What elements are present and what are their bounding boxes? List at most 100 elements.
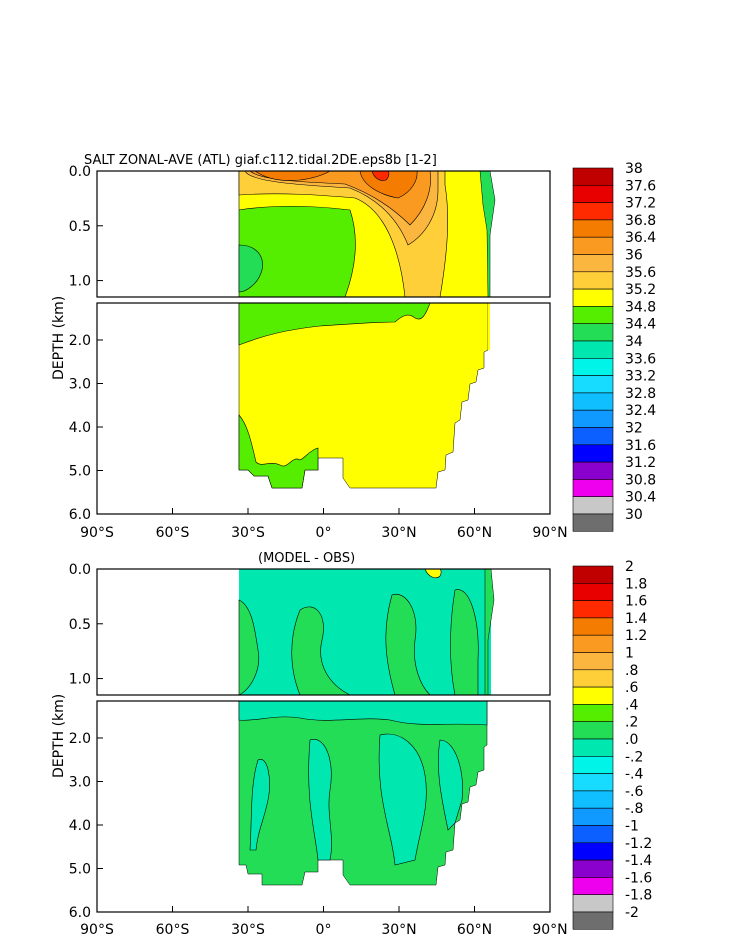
x-tick-label: 30°S bbox=[231, 922, 265, 938]
colorbar-label: -.8 bbox=[625, 801, 643, 817]
salt-lower-field bbox=[238, 302, 490, 489]
colorbar-swatch bbox=[572, 773, 614, 792]
salt-lower-north-strip bbox=[488, 303, 490, 350]
panel-model-minus-obs: (MODEL - OBS) 0.00.51.02.03.04.05.06.0 9… bbox=[51, 551, 652, 938]
colorbar-label: 36.8 bbox=[625, 213, 656, 229]
colorbar-swatch bbox=[572, 565, 614, 584]
colorbar-label: 35.6 bbox=[625, 265, 656, 281]
diff-upper-surface-positive bbox=[424, 568, 442, 579]
colorbar-swatch-bottom bbox=[572, 513, 614, 532]
colorbar-swatch bbox=[572, 357, 614, 376]
colorbar-swatch bbox=[572, 427, 614, 446]
x-tick-label: 90°S bbox=[80, 525, 114, 541]
colorbar-swatch bbox=[572, 288, 614, 307]
colorbar-label: 30.8 bbox=[625, 472, 656, 488]
colorbar-swatch bbox=[572, 236, 614, 255]
colorbar-swatch bbox=[572, 306, 614, 324]
colorbar-label: 34.4 bbox=[625, 317, 656, 333]
colorbar-swatch bbox=[572, 167, 614, 186]
colorbar-swatch bbox=[572, 496, 614, 515]
y-tick-label: 6.0 bbox=[69, 507, 91, 523]
diff-lower-neg-east bbox=[378, 733, 427, 866]
colorbar-label: 31.6 bbox=[625, 438, 656, 454]
colorbar-label: 2 bbox=[625, 559, 634, 575]
colorbar-swatch bbox=[572, 323, 614, 342]
x-tick-label: 0° bbox=[316, 922, 332, 938]
colorbar-label: .4 bbox=[625, 697, 638, 713]
colorbar-swatch bbox=[572, 652, 614, 671]
colorbar-swatch bbox=[572, 254, 614, 273]
colorbar-label: 34 bbox=[625, 334, 643, 350]
colorbar-salt: 3837.637.236.836.43635.635.234.834.43433… bbox=[572, 161, 656, 532]
colorbar-label: 30.4 bbox=[625, 490, 656, 506]
x-tick-label: 60°N bbox=[457, 525, 492, 541]
diff-lower-field bbox=[238, 700, 488, 886]
colorbar-swatch bbox=[572, 704, 614, 723]
x-tick-label: 90°N bbox=[532, 525, 567, 541]
y-tick-label: 4.0 bbox=[69, 420, 91, 436]
colorbar-label: 36 bbox=[625, 248, 643, 264]
y-tick-label: 0.0 bbox=[69, 164, 91, 180]
y-tick-label: 0.5 bbox=[69, 617, 91, 633]
colorbar-label: -.6 bbox=[625, 784, 644, 800]
diff-lower-neg-band bbox=[238, 700, 488, 726]
colorbar-swatch bbox=[572, 755, 614, 774]
panel-1-title: SALT ZONAL-AVE (ATL) giaf.c112.tidal.2DE… bbox=[84, 153, 437, 168]
diff-upper-base bbox=[239, 569, 491, 695]
diff-upper-left-patch bbox=[238, 599, 260, 696]
colorbar-swatch bbox=[572, 807, 614, 826]
colorbar-label: -.2 bbox=[625, 749, 643, 765]
x-tick-label: 30°N bbox=[381, 922, 416, 938]
diff-upper-right-patch bbox=[385, 593, 431, 696]
panel-1-y-axis: 0.0 0.5 1.0 2.0 3.0 4.0 5.0 6.0 bbox=[69, 164, 103, 523]
x-tick-label: 60°S bbox=[156, 922, 190, 938]
colorbar-swatch-bottom bbox=[572, 911, 614, 930]
colorbar-swatch bbox=[572, 600, 614, 619]
panel-2-y-axis: 0.0 0.5 1.0 2.0 3.0 4.0 5.0 6.0 bbox=[69, 562, 103, 921]
diff-upper-field bbox=[238, 568, 495, 696]
diff-lower-neg-mid bbox=[308, 739, 332, 861]
y-tick-label: 3.0 bbox=[69, 774, 91, 790]
y-tick-label: 6.0 bbox=[69, 905, 91, 921]
colorbar-label: 32.4 bbox=[625, 403, 656, 419]
diff-lower-neg-north bbox=[438, 739, 463, 831]
y-tick-label: 3.0 bbox=[69, 376, 91, 392]
colorbar-label: 33.6 bbox=[625, 351, 656, 367]
salt-lower-intermediate-water bbox=[238, 302, 431, 346]
colorbar-label: -1.6 bbox=[625, 870, 652, 886]
colorbar-label: -1 bbox=[625, 819, 639, 835]
salt-upper-max bbox=[371, 170, 390, 181]
panel-salt: SALT ZONAL-AVE (ATL) giaf.c112.tidal.2DE… bbox=[51, 153, 656, 541]
colorbar-label: 1.4 bbox=[625, 611, 647, 627]
colorbar-label: 37.2 bbox=[625, 196, 656, 212]
colorbar-swatch bbox=[572, 842, 614, 861]
colorbar-label: 33.2 bbox=[625, 369, 656, 385]
diff-lower-base bbox=[238, 700, 488, 886]
panel-2-x-axis: 90°S 60°S 30°S 0° 30°N 60°N 90°N bbox=[80, 906, 568, 938]
colorbar-label: 32 bbox=[625, 421, 643, 437]
colorbar-swatch bbox=[572, 721, 614, 740]
colorbar-label: 37.6 bbox=[625, 178, 656, 194]
colorbar-label: 1.6 bbox=[625, 594, 647, 610]
y-tick-label: 1.0 bbox=[69, 672, 91, 688]
colorbar-label: -1.2 bbox=[625, 836, 652, 852]
colorbar-label: .0 bbox=[625, 732, 638, 748]
colorbar-swatch bbox=[572, 790, 614, 809]
x-tick-label: 30°S bbox=[231, 525, 265, 541]
y-tick-label: 5.0 bbox=[69, 463, 91, 479]
panel-1-upper-frame bbox=[96, 170, 551, 298]
colorbar-swatch bbox=[572, 582, 614, 601]
panel-1-y-axis-label: DEPTH (km) bbox=[51, 296, 67, 380]
colorbar-label: 1.8 bbox=[625, 576, 647, 592]
colorbar-swatch bbox=[572, 444, 614, 463]
y-tick-label: 4.0 bbox=[69, 818, 91, 834]
y-tick-label: 2.0 bbox=[69, 731, 91, 747]
colorbar-label: -1.4 bbox=[625, 853, 652, 869]
colorbar-swatch bbox=[572, 669, 614, 688]
y-tick-label: 2.0 bbox=[69, 333, 91, 349]
panel-2-title: (MODEL - OBS) bbox=[258, 551, 355, 566]
colorbar-swatch bbox=[572, 461, 614, 480]
y-tick-label: 1.0 bbox=[69, 274, 91, 290]
colorbar-label: 36.4 bbox=[625, 230, 656, 246]
